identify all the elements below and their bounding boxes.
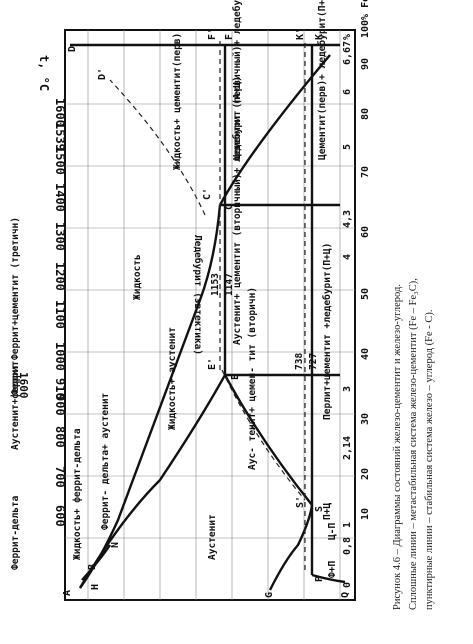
- c-unit: %: [342, 34, 353, 40]
- point-s-prime: S': [295, 496, 306, 508]
- fe3c-tick: 30: [360, 413, 371, 425]
- caption-line-2: Сплошные линии – метастабильная система …: [408, 278, 419, 610]
- fe3c-tick: 70: [360, 166, 371, 178]
- point-s: S: [314, 506, 325, 512]
- c-tick: 0: [342, 582, 353, 588]
- point-d-prime: D': [97, 68, 108, 80]
- solid-phase-lines: [70, 43, 346, 591]
- side-label-ferrite-cementite: Феррит+цементит (третичн): [10, 217, 21, 360]
- temperature-axis: t, °C 1600 1539 1500 1400 1300 1200 1100…: [10, 55, 67, 570]
- temp-700: 700: [53, 466, 67, 488]
- temp-1000: 1000: [53, 342, 67, 371]
- region-liquid-austenite: Жидкость+ аустенит: [167, 327, 178, 430]
- temp-1539: 1539: [53, 122, 67, 151]
- c-tick: 3: [342, 386, 353, 392]
- label-1147: 1147: [224, 273, 235, 296]
- region-ferrite-delta-austenite: Феррит- дельта+ аустенит: [100, 393, 111, 530]
- side-label-austenite-ferrite: Аустенит+феррит: [10, 364, 21, 450]
- c-tick: 5: [342, 144, 353, 150]
- temp-900: 900: [53, 394, 67, 416]
- temp-1400: 1400: [53, 183, 67, 212]
- frame-border: [64, 29, 356, 601]
- region-ferrite-pearlite: Ф+П: [327, 561, 338, 578]
- region-pearlite-cementite: П+Ц: [322, 503, 333, 520]
- axis-title: t, °C: [37, 55, 51, 91]
- region-ledeburite-eutectic: Ледебурит (эвтектика): [192, 235, 203, 355]
- fe3c-tick: 10: [360, 508, 371, 520]
- point-a: A: [62, 590, 73, 596]
- c-tick: 6: [342, 89, 353, 95]
- point-p: P: [314, 576, 325, 582]
- region-austenite-cementite-ledeburite: Аустенит+ цементит (вторичный)+ ледебури…: [232, 76, 243, 345]
- side-label-ferrite-delta: Феррит-дельта: [10, 495, 21, 570]
- temp-1100: 1100: [53, 300, 67, 329]
- region-liquid: Жидкость: [132, 254, 143, 300]
- temp-600: 600: [53, 505, 67, 527]
- region-pearlite-a: Ц-П: [327, 523, 338, 540]
- caption-line-3: пунктирные линии – стабильная система же…: [424, 310, 435, 611]
- temperature-ticks: 1600: [17, 372, 30, 399]
- carbon-axis: 0 0,8 1 2,14 3 4 4,3 5 6 6,67 % 10 20 30…: [342, 0, 371, 588]
- point-c: C: [224, 204, 235, 210]
- point-n: N: [110, 542, 121, 548]
- fe3c-tick: 20: [360, 468, 371, 480]
- c-tick: 1: [342, 522, 353, 528]
- dashed-phase-lines: [109, 40, 306, 570]
- c-tick: 4: [342, 254, 353, 260]
- point-h: H: [90, 584, 101, 590]
- point-labels: A B H N D D' E E' C C' F F' G S S' P Q K…: [62, 28, 351, 598]
- c-tick: 2,14: [342, 436, 353, 460]
- fe3c-tick: 80: [360, 108, 371, 120]
- temp-1200: 1200: [53, 262, 67, 291]
- side-label-ferrite: Феррит: [10, 361, 21, 395]
- region-liquid-ferrite-delta: Жидкость+ феррит-дельта: [72, 428, 83, 560]
- c-tick: 6,67: [342, 41, 353, 65]
- region-cementite-ledeburite-pc: Цементит(перв)+ ледебурит(П+Ц): [317, 0, 328, 160]
- point-e-prime: E': [207, 358, 218, 370]
- carbon-gridlines: [65, 103, 355, 539]
- temp-800: 800: [53, 426, 67, 448]
- fe3c-unit: 100% Fe₃C: [360, 0, 371, 38]
- temp-1500: 1500: [53, 146, 67, 175]
- point-f: F: [224, 34, 235, 40]
- fe3c-tick: 50: [360, 288, 371, 300]
- label-738: 738: [294, 353, 305, 370]
- fe3c-tick: 40: [360, 348, 371, 360]
- point-e: E: [230, 374, 241, 380]
- diagram-frame: 1600: [17, 29, 356, 601]
- c-tick: 0,8: [342, 537, 353, 555]
- point-g: G: [264, 592, 275, 598]
- point-c-prime: C': [202, 188, 213, 200]
- region-cementite-ledeburite: Цементит (первичный)+ ледебурит (А+Ц): [232, 0, 243, 160]
- region-austenite: Аустенит: [207, 514, 218, 560]
- point-k: K: [314, 34, 325, 40]
- point-b: B: [87, 564, 98, 570]
- temp-1600: 1600: [53, 98, 67, 127]
- region-austenite-cementite-secondary: Аус- тенит+ цемен- тит (вторичн): [247, 287, 258, 470]
- label-1153: 1153: [210, 273, 221, 296]
- fe3c-tick: 90: [360, 58, 371, 70]
- caption-line-1: Рисунок 4.6 – Диаграммы состояний железо…: [392, 284, 403, 610]
- c-tick: 4,3: [342, 210, 353, 228]
- point-k-prime: K': [295, 28, 306, 40]
- temp-910: 910: [53, 378, 67, 400]
- point-f-prime: F': [207, 28, 218, 40]
- point-q: Q: [340, 592, 351, 598]
- temp-1300: 1300: [53, 222, 67, 251]
- temp-tick: 1600: [17, 372, 30, 399]
- region-pearlite-cementite-ledeburite: Перлит+цементит +ледебурит(П+Ц): [322, 243, 333, 420]
- point-d: D: [67, 46, 78, 52]
- region-labels: Жидкость Жидкость+ феррит-дельта Феррит-…: [72, 0, 338, 578]
- fe3c-tick: 60: [360, 226, 371, 238]
- figure-caption: Рисунок 4.6 – Диаграммы состояний железо…: [392, 278, 435, 610]
- label-727: 727: [308, 353, 319, 370]
- region-liquid-cementite: Жидкость+ цементит(перв): [172, 33, 183, 170]
